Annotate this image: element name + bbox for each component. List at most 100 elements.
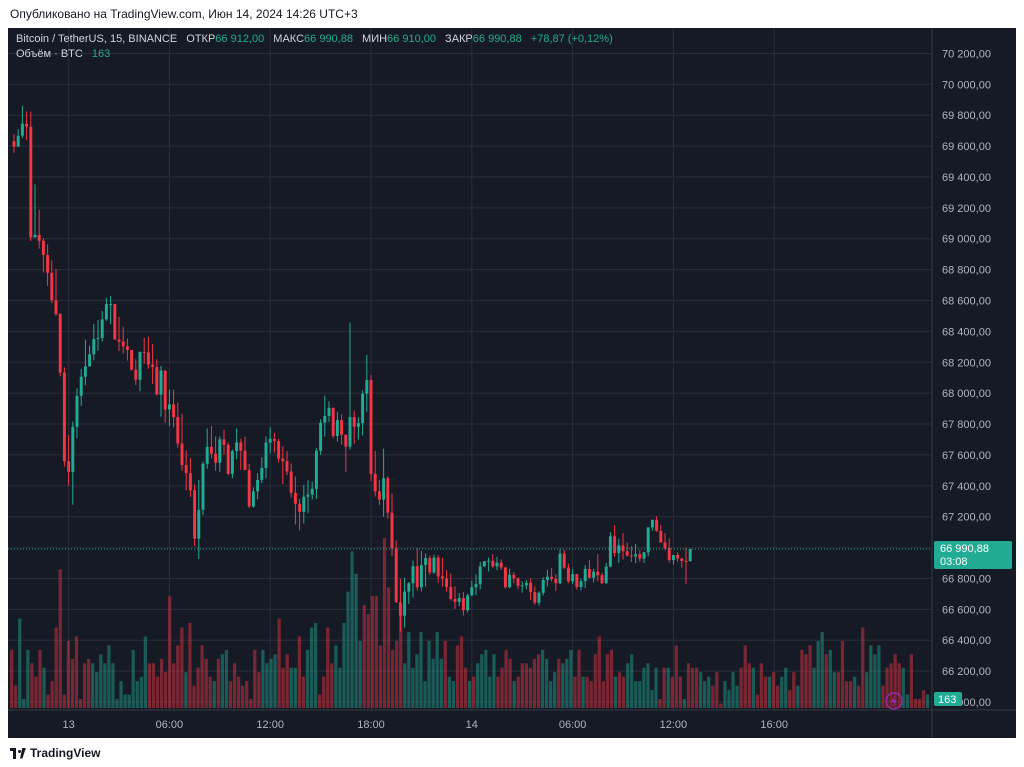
candle-body[interactable] — [293, 492, 297, 504]
candle-body[interactable] — [470, 587, 474, 596]
candle-body[interactable] — [138, 351, 142, 380]
candle-body[interactable] — [83, 366, 87, 377]
candle-body[interactable] — [537, 592, 541, 603]
candle-body[interactable] — [159, 370, 163, 395]
candle-body[interactable] — [663, 542, 667, 549]
candle-body[interactable] — [352, 417, 356, 427]
candle-body[interactable] — [96, 337, 100, 339]
candle-body[interactable] — [12, 141, 16, 147]
candle-body[interactable] — [562, 553, 566, 568]
candle-body[interactable] — [251, 491, 255, 507]
candle-body[interactable] — [512, 574, 516, 579]
candle-body[interactable] — [310, 488, 314, 495]
candle-body[interactable] — [604, 566, 608, 584]
tradingview-logo[interactable]: TradingView — [10, 746, 100, 760]
candle-body[interactable] — [125, 346, 129, 350]
candle-body[interactable] — [33, 234, 37, 238]
candle-body[interactable] — [642, 552, 646, 559]
candle-body[interactable] — [571, 574, 575, 582]
candle-body[interactable] — [499, 562, 503, 568]
candle-body[interactable] — [520, 585, 524, 587]
candle-body[interactable] — [197, 509, 201, 539]
candle-body[interactable] — [575, 574, 579, 588]
candle-body[interactable] — [163, 370, 167, 410]
candle-body[interactable] — [193, 490, 197, 539]
candle-body[interactable] — [579, 581, 583, 588]
legend-symbol[interactable]: Bitcoin / TetherUS, 15, BINANCE — [16, 33, 178, 45]
candle-body[interactable] — [566, 567, 570, 582]
candle-body[interactable] — [600, 575, 604, 584]
candle-body[interactable] — [403, 591, 407, 616]
candle-body[interactable] — [134, 369, 138, 380]
candle-body[interactable] — [272, 438, 276, 442]
candle-body[interactable] — [79, 376, 83, 396]
candle-body[interactable] — [394, 548, 398, 603]
candle-body[interactable] — [41, 240, 45, 255]
candle-body[interactable] — [659, 530, 663, 543]
candle-body[interactable] — [650, 519, 654, 528]
candle-body[interactable] — [638, 554, 642, 559]
candle-body[interactable] — [340, 420, 344, 435]
candlestick-chart[interactable]: 70 200,00 70 000,00 69 800,00 69 600,00 69 4… — [8, 28, 1016, 738]
candle-body[interactable] — [205, 446, 209, 464]
candle-body[interactable] — [524, 582, 528, 586]
candle-body[interactable] — [684, 561, 688, 563]
candle-body[interactable] — [167, 404, 171, 410]
candle-body[interactable] — [419, 565, 423, 588]
candle-body[interactable] — [201, 463, 205, 510]
candle-body[interactable] — [50, 272, 54, 301]
candle-body[interactable] — [516, 578, 520, 586]
candle-body[interactable] — [155, 367, 159, 395]
candle-body[interactable] — [466, 595, 470, 611]
candle-body[interactable] — [608, 536, 612, 567]
candle-body[interactable] — [46, 254, 50, 273]
candle-body[interactable] — [319, 422, 323, 451]
candle-body[interactable] — [67, 461, 71, 472]
candle-body[interactable] — [344, 434, 348, 447]
candle-body[interactable] — [587, 568, 591, 578]
candle-body[interactable] — [298, 503, 302, 512]
candle-body[interactable] — [113, 304, 117, 340]
candle-body[interactable] — [323, 415, 327, 423]
candle-body[interactable] — [667, 548, 671, 561]
candle-body[interactable] — [478, 566, 482, 585]
candle-body[interactable] — [172, 404, 176, 418]
candle-body[interactable] — [117, 339, 121, 342]
candle-body[interactable] — [432, 557, 436, 573]
candle-body[interactable] — [365, 380, 369, 394]
candle-body[interactable] — [436, 557, 440, 577]
candle-body[interactable] — [428, 558, 432, 573]
candle-body[interactable] — [550, 576, 554, 579]
candle-body[interactable] — [369, 380, 373, 474]
candle-body[interactable] — [558, 553, 562, 584]
candle-body[interactable] — [335, 420, 339, 436]
legend-volume-label[interactable]: Объём · BTC — [16, 48, 83, 60]
candle-body[interactable] — [314, 450, 318, 489]
candle-body[interactable] — [390, 512, 394, 549]
candle-body[interactable] — [109, 304, 113, 306]
candle-body[interactable] — [142, 351, 146, 353]
candle-body[interactable] — [214, 453, 218, 463]
candle-body[interactable] — [398, 602, 402, 616]
candle-body[interactable] — [100, 319, 104, 338]
candle-body[interactable] — [71, 426, 75, 472]
candle-body[interactable] — [188, 473, 192, 491]
candle-body[interactable] — [596, 571, 600, 576]
candle-body[interactable] — [104, 304, 108, 320]
candle-body[interactable] — [457, 597, 461, 602]
candle-body[interactable] — [671, 554, 675, 561]
candle-body[interactable] — [461, 597, 465, 611]
candle-body[interactable] — [151, 364, 155, 368]
candle-body[interactable] — [621, 545, 625, 552]
candle-body[interactable] — [424, 558, 428, 566]
candle-body[interactable] — [289, 471, 293, 493]
candle-body[interactable] — [306, 494, 310, 497]
candle-body[interactable] — [62, 372, 66, 462]
candle-body[interactable] — [646, 527, 650, 553]
candle-body[interactable] — [655, 519, 659, 531]
candle-body[interactable] — [356, 423, 360, 427]
candle-body[interactable] — [625, 551, 629, 556]
candle-body[interactable] — [285, 461, 289, 472]
candle-body[interactable] — [222, 439, 226, 445]
candle-body[interactable] — [230, 451, 234, 474]
